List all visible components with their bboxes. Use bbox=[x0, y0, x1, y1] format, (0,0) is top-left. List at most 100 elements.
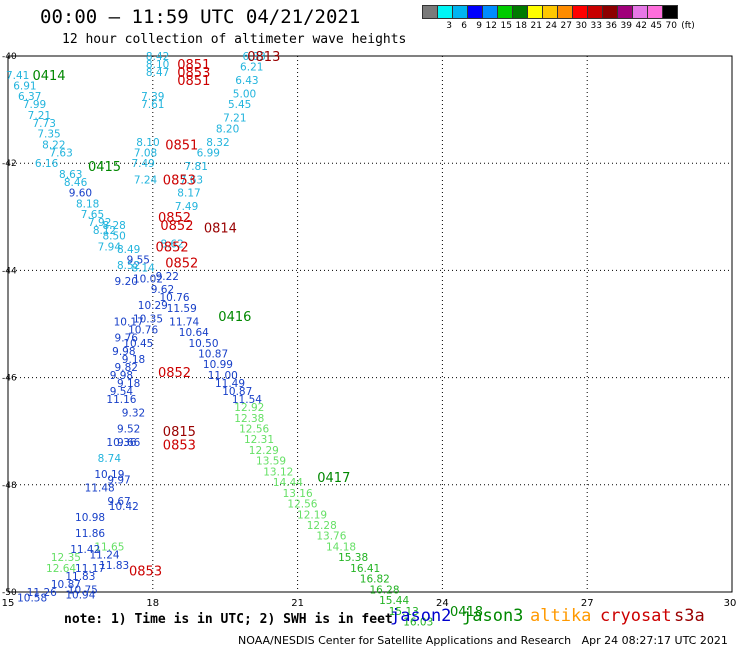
swh-value: 10.94 bbox=[65, 590, 95, 602]
x-tick-label: 18 bbox=[146, 598, 159, 609]
swh-value: 7.24 bbox=[134, 174, 158, 186]
swh-value: 8.42 bbox=[146, 51, 169, 63]
page-title: 00:00 – 11:59 UTC 04/21/2021 bbox=[40, 6, 361, 28]
legend-altika: altika bbox=[530, 606, 592, 626]
x-tick-label: 15 bbox=[2, 598, 15, 609]
pass-time-label: 0414 bbox=[32, 69, 65, 84]
color-scale-labels: 3 6 9 12 15 18 21 24 27 30 33 36 39 42 45 70 (ft) bbox=[422, 21, 699, 31]
swh-value: 11.00 bbox=[208, 370, 238, 382]
swh-value: 11.59 bbox=[167, 303, 197, 315]
swh-value: 8.18 bbox=[76, 198, 99, 210]
swh-value: 8.17 bbox=[177, 188, 200, 200]
swh-value: 5.45 bbox=[228, 99, 251, 111]
legend-scale-label: 12 bbox=[485, 21, 497, 31]
swh-value: 8.14 bbox=[131, 263, 155, 275]
pass-time-label: 0853 bbox=[177, 66, 210, 81]
swh-value: 6.83 bbox=[242, 51, 265, 63]
swh-value: 10.35 bbox=[133, 314, 163, 326]
swh-value: 14.18 bbox=[326, 541, 356, 553]
legend-cryosat: cryosat bbox=[600, 606, 672, 626]
legend-scale-label: 36 bbox=[605, 21, 617, 31]
legend-scale-label: 70 bbox=[665, 21, 677, 31]
swh-value: 8.10 bbox=[136, 137, 159, 149]
swh-value: 7.39 bbox=[141, 91, 164, 103]
legend-scale-label: 18 bbox=[515, 21, 527, 31]
footer-note: note: 1) Time is in UTC; 2) SWH is in fe… bbox=[64, 612, 393, 627]
legend-jason2: jason2 bbox=[390, 606, 452, 626]
swh-value: 10.45 bbox=[123, 338, 153, 350]
swh-value: 8.74 bbox=[98, 453, 122, 465]
swh-value: 14.44 bbox=[273, 477, 303, 489]
swh-value: 7.99 bbox=[23, 99, 46, 111]
swh-value: 6.16 bbox=[35, 158, 59, 170]
swh-value: 9.54 bbox=[110, 386, 134, 398]
swh-value: 8.32 bbox=[206, 137, 229, 149]
legend-jason3: jason3 bbox=[462, 606, 524, 626]
pass-time-label: 0851 bbox=[165, 138, 198, 153]
swh-value: 16.82 bbox=[360, 574, 390, 586]
swh-value: 7.92 bbox=[88, 217, 111, 229]
swh-value: 9.52 bbox=[117, 424, 140, 436]
pass-time-label: 0814 bbox=[204, 222, 237, 237]
swh-value: 7.21 bbox=[28, 110, 51, 122]
color-scale-legend bbox=[422, 5, 678, 19]
legend-scale-label: 6 bbox=[461, 21, 467, 31]
legend-swatch bbox=[662, 5, 678, 19]
swh-value: 10.29 bbox=[138, 300, 168, 312]
swh-value: 6.91 bbox=[13, 80, 36, 92]
pass-time-label: 0853 bbox=[163, 439, 196, 454]
pass-time-label: 0853 bbox=[129, 565, 162, 580]
pass-time-label: 0853 bbox=[163, 173, 196, 188]
swh-value: 10.50 bbox=[188, 338, 218, 350]
swh-value: 7.41 bbox=[6, 70, 29, 82]
swh-value: 8.63 bbox=[59, 169, 82, 181]
swh-value: 9.32 bbox=[122, 407, 145, 419]
pass-time-label: 0852 bbox=[158, 211, 191, 226]
swh-value: 10.76 bbox=[128, 324, 158, 336]
swh-value: 11.86 bbox=[75, 528, 105, 540]
swh-value: 5.00 bbox=[233, 89, 256, 101]
y-tick-label: -46 bbox=[2, 374, 17, 384]
pass-time-label: 0815 bbox=[163, 425, 196, 440]
swh-value: 10.75 bbox=[68, 584, 98, 596]
swh-value: 9.82 bbox=[115, 362, 138, 374]
swh-value: 7.94 bbox=[98, 241, 122, 253]
swh-value: 10.42 bbox=[109, 501, 139, 513]
legend-scale-label: 33 bbox=[590, 21, 602, 31]
swh-value: 8.20 bbox=[216, 123, 239, 135]
swh-value: 9.98 bbox=[110, 370, 133, 382]
swh-value: 11.65 bbox=[94, 541, 124, 553]
legend-scale-label: 3 bbox=[446, 21, 452, 31]
y-tick-label: -48 bbox=[2, 481, 17, 491]
swh-value: 6.43 bbox=[235, 75, 258, 87]
swh-value: 11.83 bbox=[99, 560, 129, 572]
swh-value: 11.17 bbox=[75, 563, 105, 575]
swh-value: 8.47 bbox=[146, 67, 169, 79]
swh-value: 8.49 bbox=[117, 244, 140, 256]
swh-value: 9.18 bbox=[117, 378, 140, 390]
swh-value: 8.62 bbox=[160, 239, 183, 251]
swh-value: 11.54 bbox=[232, 394, 262, 406]
legend-scale-label: 30 bbox=[575, 21, 587, 31]
swh-value: 7.65 bbox=[81, 209, 104, 221]
swh-value: 8.50 bbox=[102, 231, 125, 243]
legend-scale-label: 27 bbox=[560, 21, 572, 31]
plot-frame bbox=[7, 55, 733, 593]
swh-value: 15.13 bbox=[389, 606, 419, 618]
swh-value: 12.31 bbox=[244, 434, 274, 446]
swh-value: 9.97 bbox=[107, 474, 130, 486]
swh-value: 10.87 bbox=[198, 348, 228, 360]
swh-value: 6.99 bbox=[197, 147, 220, 159]
swh-value: 9.66 bbox=[117, 437, 141, 449]
swh-value: 8.22 bbox=[42, 139, 65, 151]
y-tick-label: -44 bbox=[2, 266, 17, 276]
swh-value: 9.76 bbox=[115, 332, 139, 344]
swh-value: 7.63 bbox=[49, 147, 72, 159]
x-tick-label: 30 bbox=[724, 598, 737, 609]
pass-time-label: 0852 bbox=[160, 219, 193, 234]
swh-value: 10.87 bbox=[222, 386, 252, 398]
swh-value: 10.02 bbox=[133, 273, 163, 285]
y-tick-label: -40 bbox=[2, 52, 17, 62]
swh-value: 11.24 bbox=[90, 549, 120, 561]
